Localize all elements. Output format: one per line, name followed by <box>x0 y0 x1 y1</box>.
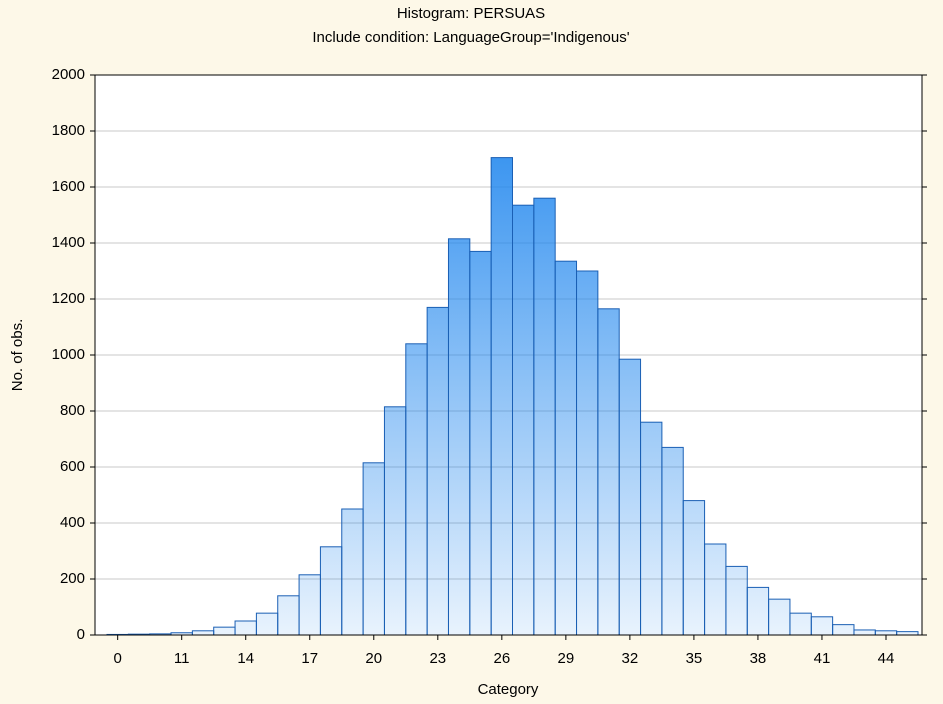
y-tick-label: 600 <box>60 458 85 475</box>
y-tick-label: 200 <box>60 570 85 587</box>
x-tick-label: 17 <box>301 650 318 667</box>
x-tick-label: 35 <box>686 650 703 667</box>
y-tick-label: 1000 <box>52 346 85 363</box>
bar <box>640 421 663 636</box>
bar <box>426 306 449 636</box>
bar <box>789 612 812 636</box>
bar <box>319 546 343 636</box>
y-tick-label: 400 <box>60 514 85 531</box>
x-tick-label: 14 <box>237 650 254 667</box>
bar <box>618 358 642 636</box>
x-tick-label: 20 <box>365 650 382 667</box>
bar <box>383 406 407 636</box>
bar <box>554 260 578 636</box>
y-axis-label: No. of obs. <box>9 319 26 392</box>
y-tick-label: 2000 <box>52 66 85 83</box>
bar <box>725 565 748 636</box>
bar <box>853 629 876 636</box>
x-tick-label: 29 <box>558 650 575 667</box>
bar <box>447 238 471 636</box>
x-tick-label: 44 <box>878 650 895 667</box>
bar <box>298 574 321 636</box>
x-tick-label: 11 <box>174 650 190 667</box>
bar <box>405 343 428 636</box>
y-tick-label: 0 <box>77 626 85 643</box>
bar <box>597 308 620 636</box>
x-tick-label: 38 <box>750 650 767 667</box>
bar <box>191 630 215 636</box>
bar <box>490 157 514 636</box>
bar <box>746 586 770 636</box>
x-tick-label: 0 <box>113 650 121 667</box>
x-tick-label: 32 <box>622 650 639 667</box>
x-tick-label: 26 <box>493 650 510 667</box>
x-axis-label: Category <box>478 681 539 698</box>
bar <box>362 462 385 636</box>
y-tick-label: 800 <box>60 402 85 419</box>
bar <box>512 204 535 636</box>
bar <box>277 595 300 636</box>
y-tick-label: 1800 <box>52 122 85 139</box>
chart-subtitle: Include condition: LanguageGroup='Indige… <box>312 29 629 46</box>
bar <box>896 631 919 636</box>
bar <box>768 598 791 636</box>
y-tick-label: 1600 <box>52 178 85 195</box>
bar <box>213 626 236 636</box>
bar <box>874 630 898 636</box>
bar <box>234 620 257 636</box>
bar <box>661 446 684 636</box>
bar <box>469 250 492 636</box>
bar <box>533 197 556 636</box>
bar <box>704 543 727 636</box>
bar <box>576 270 599 636</box>
bar <box>832 624 855 636</box>
y-tick-label: 1400 <box>52 234 85 251</box>
x-tick-label: 23 <box>429 650 446 667</box>
y-tick-label: 1200 <box>52 290 85 307</box>
x-tick-label: 41 <box>814 650 831 667</box>
bar <box>255 612 279 636</box>
bar <box>810 616 834 636</box>
bar <box>682 500 706 636</box>
bar <box>341 508 364 636</box>
chart-title: Histogram: PERSUAS <box>397 5 545 22</box>
